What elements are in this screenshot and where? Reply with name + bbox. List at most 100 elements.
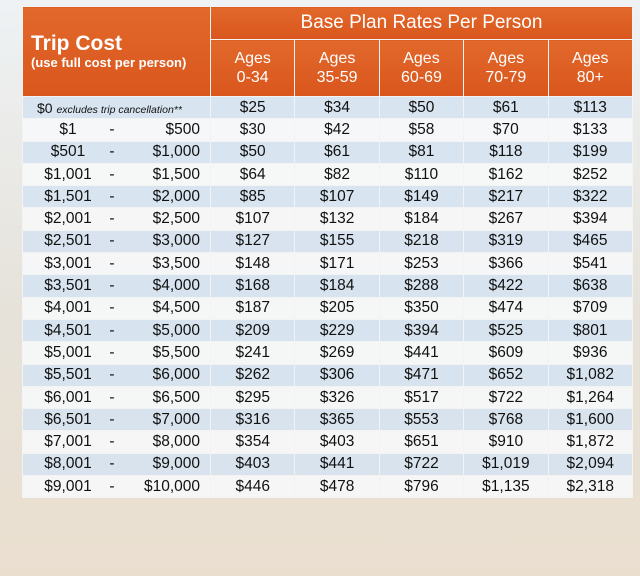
rate-cell: $25 <box>209 95 296 120</box>
rate-cell: $267 <box>463 207 549 231</box>
range-hi: $6,500 <box>152 388 200 406</box>
table-row: $8,001- $9,000 $403 $441 $722 $1,019 $2,094 <box>22 452 633 477</box>
rate-cell: $319 <box>463 229 549 254</box>
range-lo: $7,001 <box>44 433 92 451</box>
trip-cost-range: $1 - $500 <box>22 118 211 142</box>
table-row: $9,001- $10,000 $446 $478 $796 $1,135 $2,318 <box>22 475 633 499</box>
rate-cell: $722 <box>463 385 549 410</box>
rate-cell: $1,135 <box>463 475 549 499</box>
rate-cell: $127 <box>209 229 296 254</box>
rate-cell: $525 <box>463 318 549 343</box>
rate-table-container: Trip Cost (use full cost per person) Bas… <box>22 6 633 499</box>
rate-cell: $171 <box>294 252 380 276</box>
range-lo: $501 <box>50 143 86 161</box>
range-dash: - <box>109 210 115 228</box>
rate-cell: $253 <box>378 252 465 276</box>
rate-cell: $61 <box>463 95 549 120</box>
range-lo: $5,001 <box>44 343 92 361</box>
trip-cost-range: $0 excludes trip cancellation** <box>22 95 211 120</box>
range-lo: $9,001 <box>44 477 92 495</box>
age-label: Ages <box>318 50 356 67</box>
trip-cost-range: $3,501- $4,000 <box>22 274 211 298</box>
rate-cell: $132 <box>294 207 380 231</box>
table-row: $5,001- $5,500 $241 $269 $441 $609 $936 <box>22 341 633 365</box>
rate-cell: $441 <box>378 341 465 365</box>
rate-cell: $155 <box>294 229 380 254</box>
rate-cell: $61 <box>294 140 380 164</box>
range-dash: - <box>109 187 115 205</box>
rate-cell: $34 <box>294 95 380 120</box>
table-row: $4,001- $4,500 $187 $205 $350 $474 $709 <box>22 296 633 320</box>
rate-cell: $609 <box>463 341 549 365</box>
rate-cell: $149 <box>378 185 465 209</box>
rate-cell: $50 <box>209 140 296 164</box>
rate-cell: $350 <box>378 296 465 320</box>
rate-cell: $70 <box>463 118 549 142</box>
rate-cell: $2,318 <box>547 475 633 499</box>
rate-cell: $184 <box>378 207 465 231</box>
trip-cost-range: $1,501- $2,000 <box>22 185 211 209</box>
age-range: 70-79 <box>485 69 527 86</box>
rate-cell: $446 <box>209 475 296 499</box>
range-hi: $4,000 <box>152 277 200 295</box>
rate-cell: $2,094 <box>547 452 633 477</box>
rate-cell: $288 <box>378 274 465 298</box>
rate-cell: $365 <box>294 408 380 432</box>
range-dash: - <box>109 165 115 183</box>
range-lo: $2,501 <box>44 232 92 250</box>
rate-cell: $326 <box>294 385 380 410</box>
rate-cell: $709 <box>547 296 633 320</box>
rate-cell: $422 <box>463 274 549 298</box>
range-hi: $1,000 <box>152 143 200 161</box>
trip-cost-range: $8,001- $9,000 <box>22 452 211 477</box>
rate-cell: $229 <box>294 318 380 343</box>
range-lo: $3,001 <box>44 254 92 272</box>
trip-cost-range: $7,001- $8,000 <box>22 430 211 454</box>
table-row: $2,501- $3,000 $127 $155 $218 $319 $465 <box>22 229 633 254</box>
range-hi: $2,000 <box>152 187 200 205</box>
age-range: 0-34 <box>236 69 269 86</box>
age-range: 80+ <box>576 69 604 86</box>
table-row: $5,501- $6,000 $262 $306 $471 $652 $1,082 <box>22 363 633 387</box>
rate-cell: $82 <box>294 162 380 187</box>
range-dash: - <box>109 433 115 451</box>
age-label: Ages <box>572 50 609 67</box>
rate-cell: $218 <box>378 229 465 254</box>
trip-cost-range: $5,501- $6,000 <box>22 363 211 387</box>
rate-cell: $553 <box>378 408 465 432</box>
rate-cell: $651 <box>378 430 465 454</box>
rate-cell: $366 <box>463 252 549 276</box>
rate-cell: $306 <box>294 363 380 387</box>
table-row: $3,001- $3,500 $148 $171 $253 $366 $541 <box>22 252 633 276</box>
rate-cell: $936 <box>547 341 633 365</box>
rate-cell: $474 <box>463 296 549 320</box>
range-dash: - <box>109 120 115 138</box>
trip-cost-range: $6,501- $7,000 <box>22 408 211 432</box>
range-hi: $10,000 <box>143 477 200 495</box>
table-row: $7,001- $8,000 $354 $403 $651 $910 $1,872 <box>22 430 633 454</box>
range-lo: $1,001 <box>44 165 92 183</box>
age-label: Ages <box>487 50 525 67</box>
age-range: 60-69 <box>401 69 442 86</box>
range-dash: - <box>109 143 115 161</box>
range-hi: $5,500 <box>152 343 200 361</box>
age-group-header: Ages 60-69 <box>378 39 465 97</box>
range-dash: - <box>109 254 115 272</box>
rate-cell: $262 <box>209 363 296 387</box>
range-dash: - <box>109 343 115 361</box>
rate-table: Trip Cost (use full cost per person) Bas… <box>22 6 633 499</box>
range-lo: $6,001 <box>44 388 92 406</box>
range-lo: $5,501 <box>44 366 92 384</box>
range-hi: $2,500 <box>152 210 200 228</box>
rate-cell: $252 <box>547 162 633 187</box>
rate-cell: $107 <box>209 207 296 231</box>
range-dash: - <box>109 277 115 295</box>
rate-cell: $478 <box>294 475 380 499</box>
rate-cell: $722 <box>378 452 465 477</box>
rate-cell: $517 <box>378 385 465 410</box>
rate-cell: $441 <box>294 452 380 477</box>
rate-cell: $1,019 <box>463 452 549 477</box>
rate-table-body: $0 excludes trip cancellation** $25 $34 … <box>22 95 633 499</box>
range-hi: $3,500 <box>152 254 200 272</box>
trip-cost-range: $4,001- $4,500 <box>22 296 211 320</box>
